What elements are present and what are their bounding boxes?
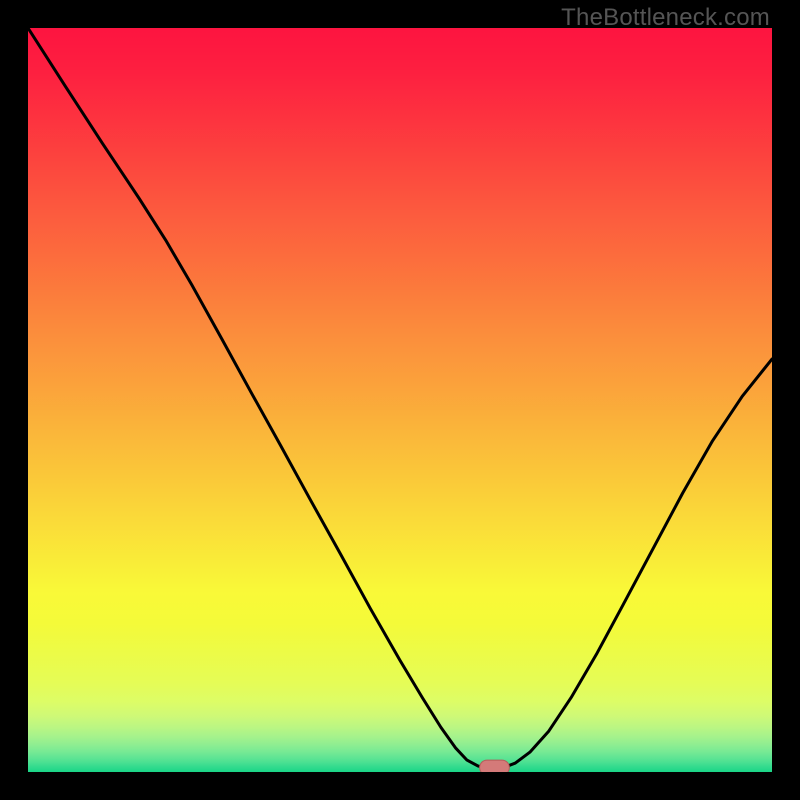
chart-frame: TheBottleneck.com <box>0 0 800 800</box>
bottleneck-chart-svg <box>28 28 772 772</box>
plot-area <box>28 28 772 772</box>
minimum-marker <box>480 760 510 772</box>
